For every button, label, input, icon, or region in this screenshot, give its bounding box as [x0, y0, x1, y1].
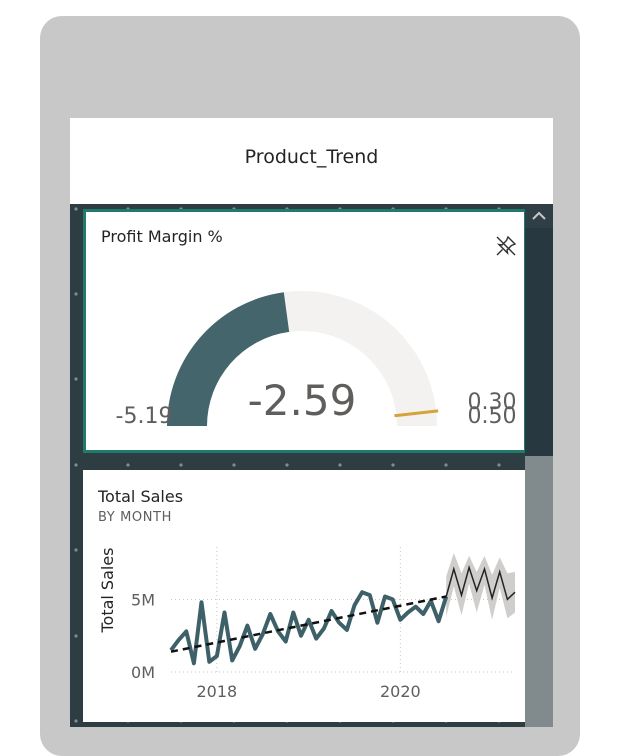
- sales-line-chart: Total Sales 0M 5M 2018 2020: [98, 547, 516, 701]
- gauge-min-label: -5.19: [116, 404, 173, 429]
- y-axis-title: Total Sales: [98, 547, 117, 633]
- grid-dot: [74, 463, 78, 467]
- report-header: Product_Trend: [70, 118, 553, 204]
- dashboard-canvas: Profit Margin % -2.59 -5.19 0.30 0.50 To…: [70, 204, 553, 727]
- gauge-target-label: 0.30: [468, 390, 517, 415]
- grid-dot: [74, 292, 78, 296]
- gauge-value: -2.59: [248, 376, 357, 425]
- grid-dot: [74, 634, 78, 638]
- y-tick-label: 0M: [131, 663, 155, 682]
- gauge-chart: -2.59 -5.19 0.30 0.50: [116, 291, 517, 429]
- gauge-target-marker: [394, 409, 439, 418]
- series-trend-line: [170, 595, 447, 653]
- scrollbar-track[interactable]: [525, 204, 553, 727]
- grid-dot: [74, 377, 78, 381]
- x-tick-label: 2020: [380, 682, 421, 701]
- grid-dot: [444, 463, 448, 467]
- series-actual-line: [169, 590, 449, 666]
- y-tick-label: 5M: [131, 590, 155, 609]
- grid-dot: [232, 463, 236, 467]
- grid-dot: [74, 548, 78, 552]
- grid-dot: [74, 207, 78, 211]
- tile-title: Profit Margin %: [101, 227, 223, 246]
- pin-icon[interactable]: [494, 234, 518, 258]
- page-title: Product_Trend: [244, 146, 379, 168]
- grid-dot: [391, 463, 395, 467]
- series-forecast-line: [445, 564, 516, 601]
- tile-title: Total Sales: [98, 487, 184, 506]
- tile-subtitle: BY MONTH: [98, 510, 172, 525]
- profit-margin-tile[interactable]: Profit Margin % -2.59 -5.19 0.30 0.50: [83, 209, 527, 453]
- grid-dot: [285, 463, 289, 467]
- grid-dot: [179, 463, 183, 467]
- x-tick-label: 2018: [197, 682, 238, 701]
- scrollbar-thumb[interactable]: [525, 456, 553, 727]
- forecast-confidence-band: [446, 553, 515, 620]
- gauge-max-label: 0.50: [468, 404, 517, 429]
- total-sales-tile[interactable]: Total Sales BY MONTH Total Sales 0M 5M 20…: [83, 470, 525, 722]
- chevron-up-icon: [532, 211, 546, 220]
- grid-dot: [126, 463, 130, 467]
- gauge-fill: [167, 292, 290, 426]
- grid-dot: [74, 719, 78, 723]
- scroll-up-button[interactable]: [525, 204, 553, 228]
- grid-dot: [497, 463, 501, 467]
- grid-dot: [338, 463, 342, 467]
